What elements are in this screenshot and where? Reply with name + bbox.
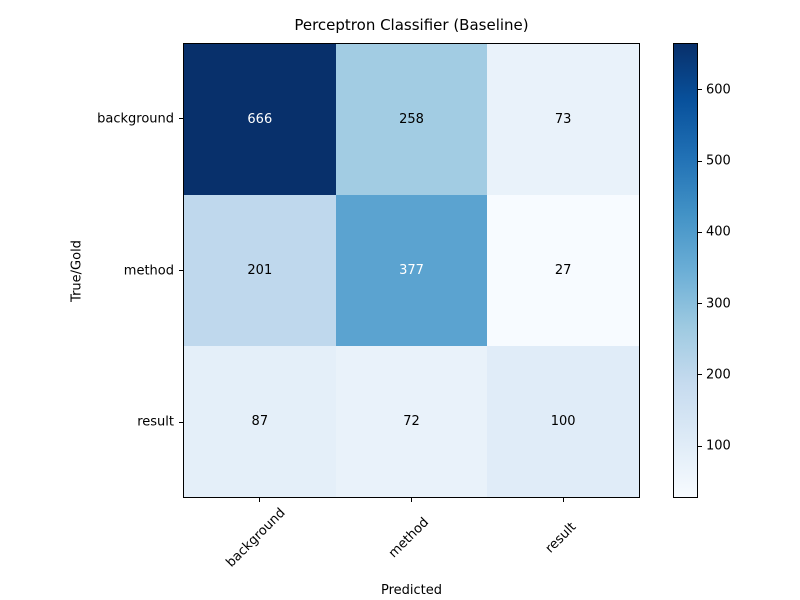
cell-value: 73 — [554, 112, 572, 127]
x-tick-mark — [258, 498, 260, 502]
colorbar-tick-mark — [698, 231, 702, 233]
heatmap-cell-method-method: 377 — [335, 195, 488, 346]
heatmap-cell-result-method: 72 — [335, 346, 488, 497]
heatmap-cell-background-background: 666 — [184, 44, 336, 195]
y-tick-label-method: method — [123, 263, 174, 278]
x-tick-label-background: background — [223, 505, 289, 571]
heatmap-cell-method-background: 201 — [184, 195, 336, 346]
cell-value: 72 — [403, 414, 420, 429]
cell-value: 377 — [399, 263, 424, 278]
heatmap-cell-result-background: 87 — [184, 346, 336, 497]
colorbar-tick-label: 200 — [706, 367, 731, 383]
chart-title: Perceptron Classifier (Baseline) — [294, 16, 529, 34]
y-tick-label-result: result — [137, 414, 174, 430]
y-tick-mark — [179, 270, 183, 271]
x-tick-label-result: result — [542, 519, 580, 557]
heatmap-cell-method-result: 27 — [487, 195, 639, 346]
cell-value: 258 — [399, 112, 424, 127]
x-tick-mark — [563, 498, 565, 502]
heatmap-plot-area: 666 258 73 201 377 27 87 72 100 — [183, 43, 640, 498]
cell-value: 87 — [251, 414, 269, 429]
colorbar — [673, 43, 698, 498]
cell-value: 27 — [554, 263, 572, 278]
heatmap-cell-background-result: 73 — [487, 44, 639, 195]
colorbar-tick-mark — [698, 160, 702, 162]
x-tick-mark — [411, 498, 412, 502]
y-tick-mark — [179, 118, 183, 120]
colorbar-tick-label: 500 — [706, 153, 731, 169]
heatmap-cell-background-method: 258 — [335, 44, 488, 195]
y-tick-mark — [179, 421, 183, 423]
colorbar-tick-mark — [698, 445, 702, 447]
y-tick-label-background: background — [97, 111, 174, 127]
colorbar-tick-mark — [698, 303, 702, 305]
x-tick-label-method: method — [385, 514, 432, 562]
colorbar-tick-mark — [698, 89, 702, 91]
colorbar-tick-label: 300 — [706, 296, 731, 312]
colorbar-tick-label: 100 — [706, 438, 731, 454]
cell-value: 666 — [247, 112, 273, 127]
x-axis-label: Predicted — [380, 583, 443, 598]
y-axis-label: True/Gold — [69, 240, 85, 302]
colorbar-tick-label: 600 — [706, 82, 731, 98]
cell-value: 201 — [247, 263, 273, 278]
cell-value: 100 — [550, 414, 576, 429]
colorbar-tick-label: 400 — [706, 224, 731, 240]
heatmap-cell-result-result: 100 — [487, 346, 639, 497]
colorbar-tick-mark — [698, 374, 702, 376]
